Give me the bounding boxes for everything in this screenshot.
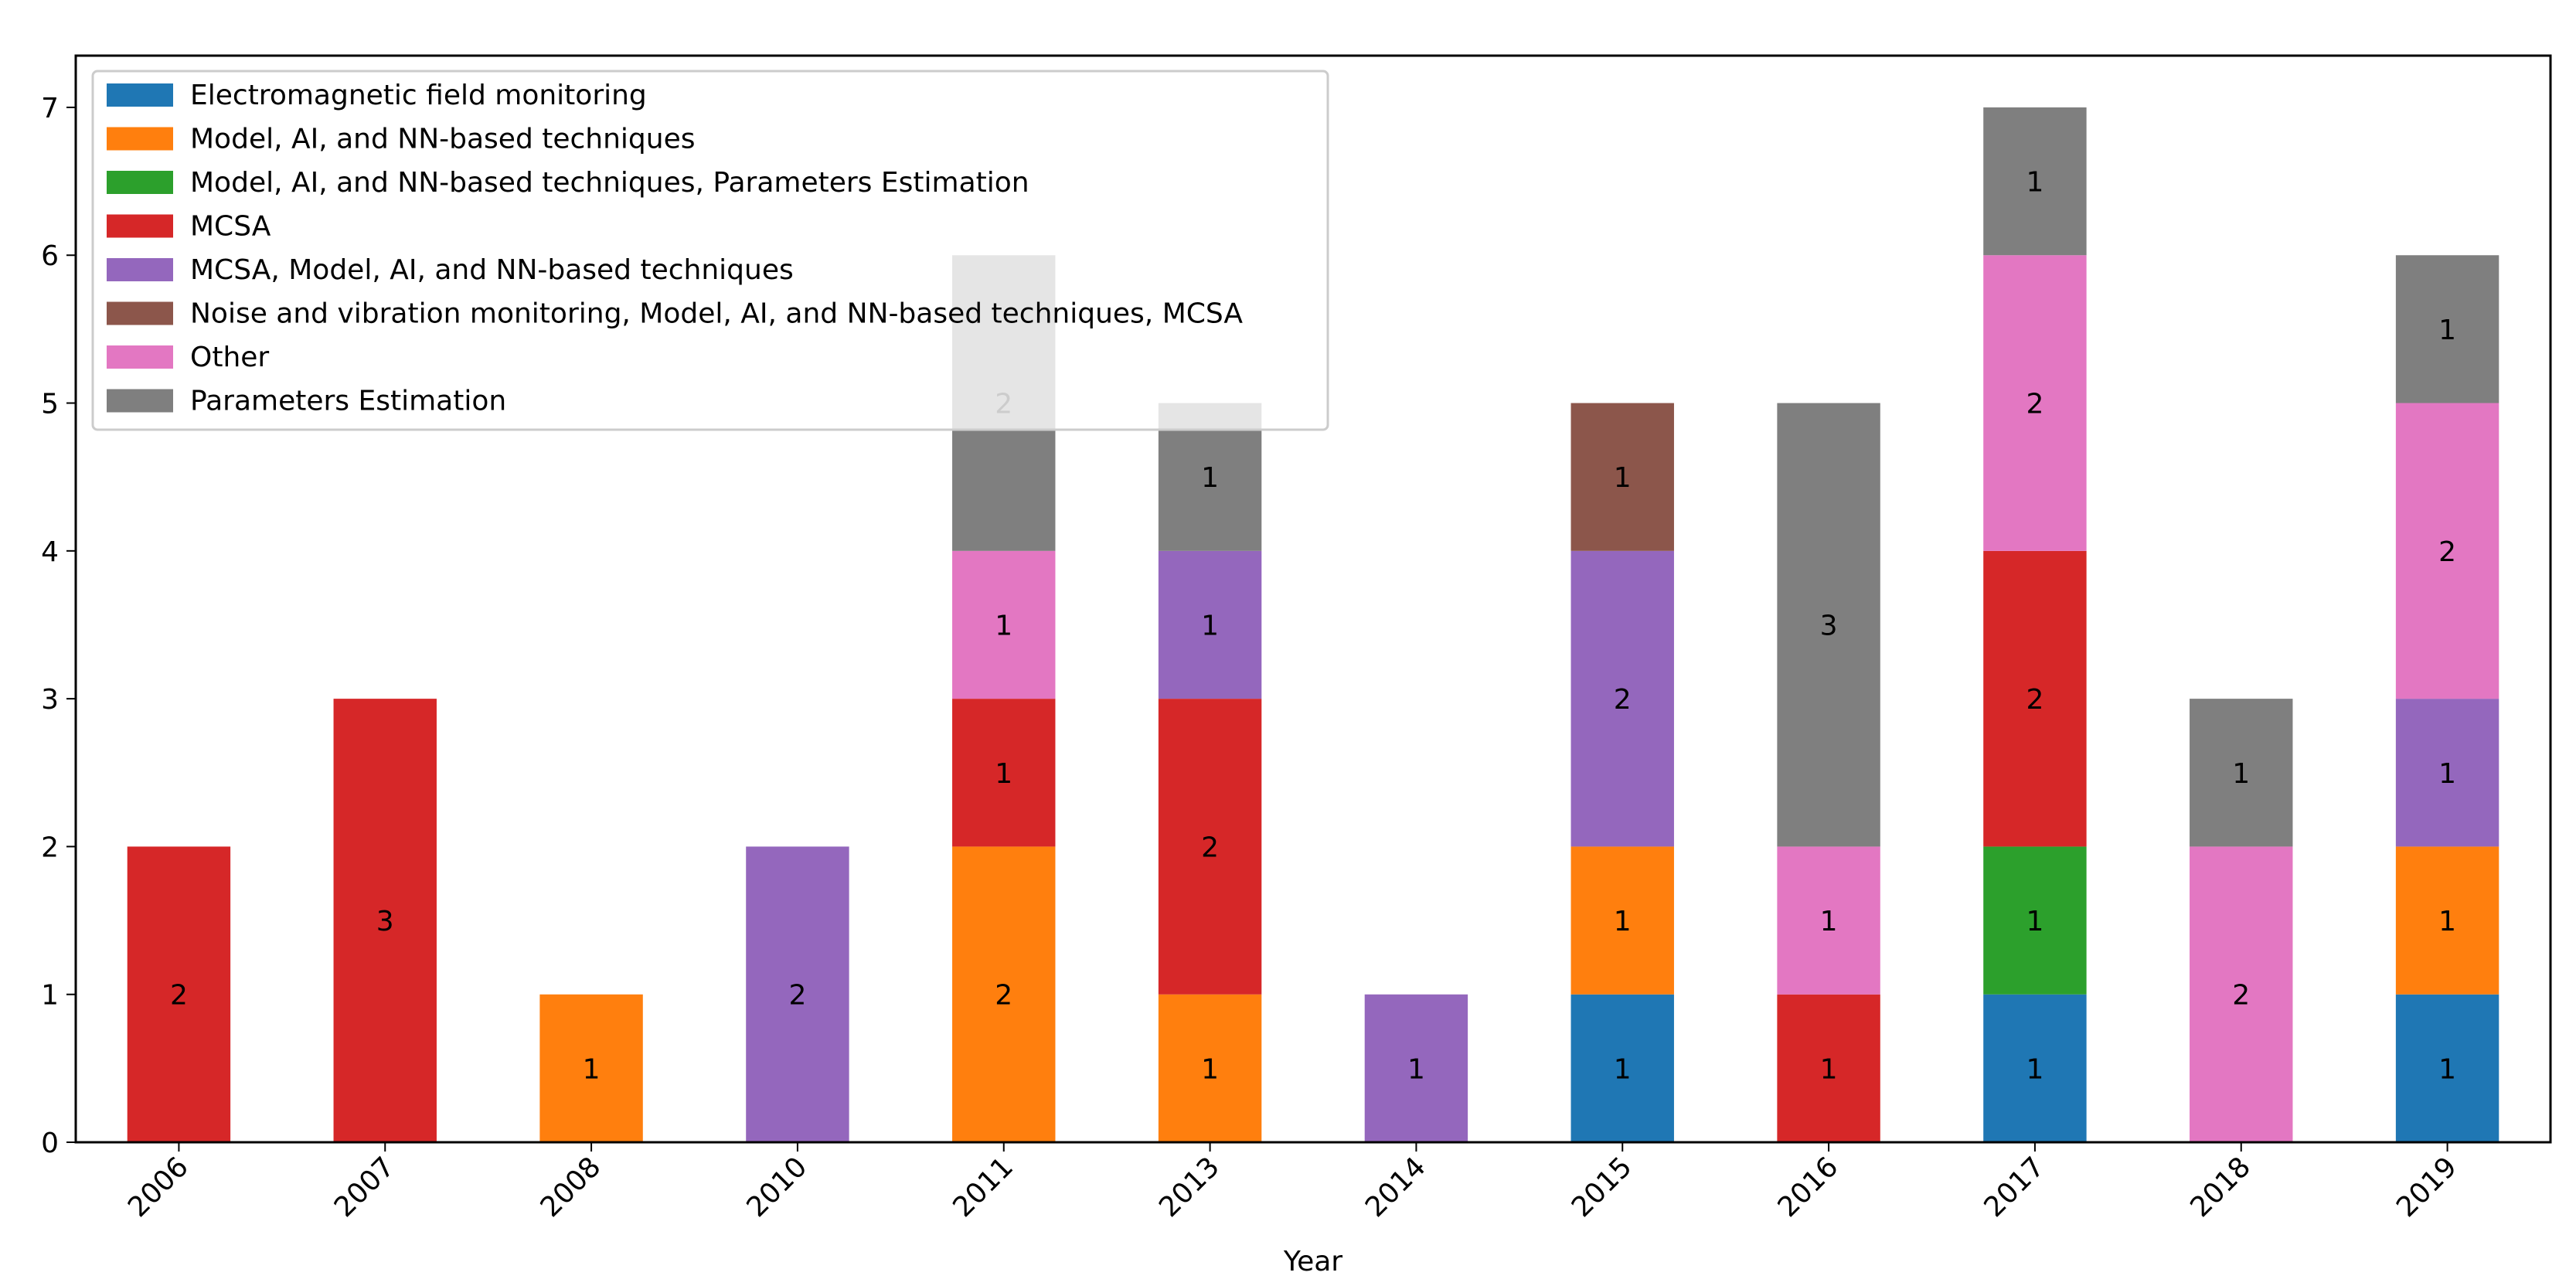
- bar-value-label: 1: [2438, 906, 2456, 937]
- bar-segment-2019-series-0: [2395, 994, 2499, 1142]
- bar-segment-2011-series-1: [952, 846, 1056, 1142]
- bar-segment-2011-series-3: [952, 699, 1056, 847]
- bar-segment-2016-series-3: [1777, 994, 1880, 1142]
- bar-segment-2014-series-4: [1364, 994, 1468, 1142]
- bar-segment-2017-series-7: [1983, 107, 2087, 256]
- legend-swatch: [107, 214, 173, 238]
- bar-value-label: 1: [2026, 906, 2043, 937]
- bar-value-label: 2: [1201, 832, 1219, 863]
- bar-segment-2008-series-1: [539, 994, 643, 1142]
- bar-value-label: 1: [2026, 167, 2043, 199]
- legend-entry: Other: [190, 342, 269, 373]
- legend-swatch: [107, 83, 173, 107]
- bar-segment-2019-series-6: [2395, 403, 2499, 699]
- bar-value-label: 1: [2438, 1053, 2456, 1085]
- legend-swatch: [107, 171, 173, 194]
- y-tick-label: 4: [41, 536, 59, 568]
- bar-segment-2017-series-6: [1983, 255, 2087, 551]
- bar-value-label: 3: [1820, 610, 1838, 641]
- y-tick-label: 2: [41, 832, 59, 863]
- bar-value-label: 2: [170, 980, 188, 1012]
- bar-segment-2017-series-0: [1983, 994, 2087, 1142]
- bar-segment-2013-series-4: [1158, 550, 1262, 699]
- bar-value-label: 1: [1201, 1053, 1219, 1085]
- bar-value-label: 2: [788, 980, 806, 1012]
- y-tick-label: 6: [41, 240, 59, 272]
- bar-value-label: 1: [2232, 758, 2250, 790]
- bar-value-label: 1: [1614, 462, 1632, 494]
- bar-segment-2007-series-3: [333, 699, 437, 1142]
- legend-entry: Model, AI, and NN-based techniques, Para…: [190, 167, 1029, 199]
- bar-value-label: 1: [1614, 1053, 1632, 1085]
- bar-value-label: 1: [1614, 906, 1632, 937]
- legend-box: [91, 70, 1329, 431]
- bar-segment-2019-series-4: [2395, 699, 2499, 847]
- bar-segment-2015-series-5: [1570, 403, 1674, 551]
- legend-swatch: [107, 345, 173, 369]
- bar-value-label: 2: [2232, 980, 2250, 1012]
- legend-entry: MCSA: [190, 211, 271, 243]
- bar-value-label: 1: [1201, 462, 1219, 494]
- bar-value-label: 3: [376, 906, 394, 937]
- bar-value-label: 2: [2026, 684, 2043, 716]
- legend-swatch: [107, 389, 173, 413]
- bar-segment-2018-series-6: [2190, 846, 2293, 1142]
- y-tick-label: 1: [41, 980, 59, 1012]
- bar-segment-2015-series-0: [1570, 994, 1674, 1142]
- bar-segment-2016-series-7: [1777, 403, 1880, 847]
- bar-segment-2013-series-3: [1158, 699, 1262, 995]
- bar-segment-2016-series-6: [1777, 846, 1880, 995]
- legend-entry: Noise and vibration monitoring, Model, A…: [190, 298, 1243, 330]
- y-tick-label: 5: [41, 389, 59, 420]
- bar-segment-2015-series-1: [1570, 846, 1674, 995]
- bar-value-label: 1: [2438, 315, 2456, 346]
- bar-segment-2010-series-4: [746, 846, 849, 1142]
- legend-swatch: [107, 258, 173, 281]
- bar-value-label: 1: [1201, 610, 1219, 641]
- y-tick-label: 7: [41, 93, 59, 124]
- bar-value-label: 1: [995, 758, 1012, 790]
- bar-segment-2019-series-1: [2395, 846, 2499, 995]
- bar-segment-2013-series-1: [1158, 994, 1262, 1142]
- y-tick-label: 0: [41, 1128, 59, 1159]
- legend-swatch: [107, 127, 173, 151]
- bar-value-label: 1: [995, 610, 1012, 641]
- bar-value-label: 1: [583, 1053, 601, 1085]
- x-axis-label: Year: [1283, 1246, 1342, 1277]
- bar-segment-2015-series-4: [1570, 550, 1674, 847]
- legend-entry: MCSA, Model, AI, and NN-based techniques: [190, 254, 794, 286]
- bar-value-label: 1: [2438, 758, 2456, 790]
- bar-value-label: 2: [2438, 536, 2456, 568]
- y-tick-label: 3: [41, 684, 59, 716]
- bar-segment-2011-series-6: [952, 550, 1056, 699]
- legend-swatch: [107, 301, 173, 325]
- bar-segment-2006-series-3: [127, 846, 231, 1142]
- bar-value-label: 1: [1820, 906, 1838, 937]
- bar-value-label: 2: [1614, 684, 1632, 716]
- bar-segment-2017-series-2: [1983, 846, 2087, 995]
- bar-segment-2018-series-7: [2190, 699, 2293, 847]
- bar-segment-2019-series-7: [2395, 255, 2499, 403]
- plot-frame: [74, 54, 2552, 1144]
- legend: Electromagnetic field monitoring Model, A…: [91, 70, 1329, 431]
- legend-entry: Model, AI, and NN-based techniques: [190, 124, 696, 155]
- legend-entry: Parameters Estimation: [190, 386, 506, 417]
- legend-entry: Electromagnetic field monitoring: [190, 80, 647, 111]
- bar-value-label: 1: [2026, 1053, 2043, 1085]
- bar-value-label: 2: [995, 980, 1012, 1012]
- bar-value-label: 2: [2026, 389, 2043, 420]
- bar-value-label: 1: [1407, 1053, 1425, 1085]
- bar-value-label: 1: [1820, 1053, 1838, 1085]
- bar-segment-2017-series-3: [1983, 550, 2087, 847]
